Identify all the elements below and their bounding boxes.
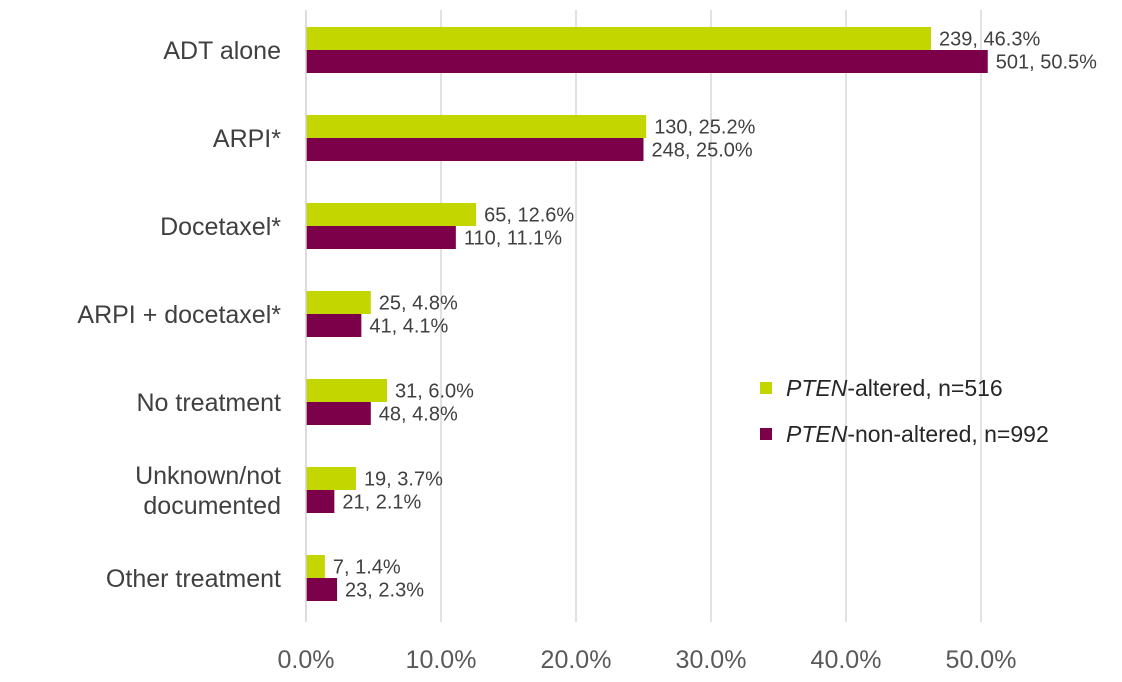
bar <box>306 467 356 490</box>
data-label: 23, 2.3% <box>345 580 424 602</box>
bar <box>306 490 335 513</box>
legend-item-pten-altered: PTEN-altered, n=516 <box>760 365 1049 411</box>
x-tick-label: 10.0% <box>406 646 477 674</box>
bar <box>306 402 371 425</box>
bars <box>306 27 988 601</box>
bar <box>306 379 387 402</box>
legend: PTEN-altered, n=516 PTEN-non-altered, n=… <box>760 365 1049 457</box>
legend-swatch-pten-altered <box>760 382 772 394</box>
data-label: 31, 6.0% <box>395 381 474 403</box>
bar <box>306 314 362 337</box>
gridlines <box>440 10 982 622</box>
x-tick-label: 20.0% <box>541 646 612 674</box>
category-label: No treatment <box>136 389 281 417</box>
category-label: Docetaxel* <box>160 213 281 241</box>
category-label: documented <box>143 492 281 520</box>
category-label: ARPI* <box>213 125 281 153</box>
bar <box>306 578 338 601</box>
x-tick-label: 50.0% <box>946 646 1017 674</box>
x-tick-labels: 0.0% 10.0% 20.0% 30.0% 40.0% 50.0% <box>278 646 1017 674</box>
legend-item-pten-non-altered: PTEN-non-altered, n=992 <box>760 411 1049 457</box>
data-labels: 239, 46.3%501, 50.5% 130, 25.2%248, 25.0%… <box>333 29 1097 602</box>
data-label: 7, 1.4% <box>333 557 401 579</box>
data-label: 25, 4.8% <box>379 293 458 315</box>
data-label: 65, 12.6% <box>484 205 574 227</box>
bar <box>306 50 988 73</box>
bar <box>306 203 477 226</box>
category-labels: ADT alone ARPI* Docetaxel* ARPI + docetaxel… <box>77 37 281 593</box>
data-label: 239, 46.3% <box>939 29 1040 51</box>
x-tick-label: 30.0% <box>676 646 747 674</box>
legend-swatch-pten-non-altered <box>760 428 772 440</box>
category-label: Unknown/not <box>135 462 281 490</box>
data-label: 248, 25.0% <box>652 140 753 162</box>
x-tick-label: 40.0% <box>811 646 882 674</box>
category-label: ARPI + docetaxel* <box>77 301 281 329</box>
x-tick-label: 0.0% <box>278 646 335 674</box>
bar <box>306 138 644 161</box>
legend-label-pten-altered: PTEN-altered, n=516 <box>786 374 1003 401</box>
category-label: Other treatment <box>106 565 281 593</box>
bar <box>306 291 371 314</box>
bar <box>306 226 456 249</box>
data-label: 130, 25.2% <box>654 117 755 139</box>
bar <box>306 115 647 138</box>
bar <box>306 27 932 50</box>
data-label: 21, 2.1% <box>342 492 421 514</box>
category-label: ADT alone <box>163 37 281 65</box>
data-label: 48, 4.8% <box>379 404 458 426</box>
legend-label-pten-non-altered: PTEN-non-altered, n=992 <box>786 420 1049 447</box>
data-label: 41, 4.1% <box>369 316 448 338</box>
data-label: 110, 11.1% <box>464 228 562 250</box>
bar <box>306 555 325 578</box>
data-label: 501, 50.5% <box>996 52 1097 74</box>
data-label: 19, 3.7% <box>364 469 443 491</box>
